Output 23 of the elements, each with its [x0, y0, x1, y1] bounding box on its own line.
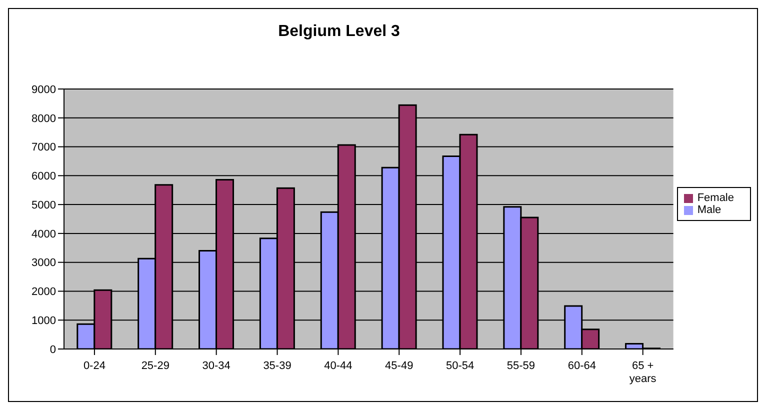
x-tick-label: 35-39 — [263, 360, 292, 372]
y-tick-label: 1000 — [32, 315, 56, 328]
y-tick-label: 2000 — [32, 286, 56, 298]
y-tick-label: 0 — [50, 344, 56, 356]
x-tick-label: 65 + years — [629, 360, 657, 385]
y-tick-label: 9000 — [32, 84, 56, 96]
x-tick-label: 55-59 — [506, 360, 536, 372]
y-tick-label: 3000 — [32, 257, 56, 270]
y-tick-label: 6000 — [32, 170, 56, 183]
x-tick-label: 0-24 — [83, 360, 106, 372]
y-tick-label: 5000 — [32, 199, 56, 212]
y-tick-label: 4000 — [32, 228, 56, 240]
x-tick-label: 30-34 — [202, 360, 230, 372]
x-tick-label: 40-44 — [324, 360, 352, 372]
legend-label: Male — [697, 204, 722, 216]
x-tick-label: 50-54 — [446, 360, 474, 372]
x-tick-label: 60-64 — [568, 360, 596, 372]
y-tick-label: 7000 — [32, 142, 56, 154]
x-tick-label: 25-29 — [141, 360, 170, 372]
x-tick-label: 45-49 — [385, 360, 414, 372]
chart-title: Belgium Level 3 — [277, 23, 401, 41]
legend-label: Female — [697, 192, 734, 204]
y-tick-label: 8000 — [32, 112, 56, 125]
